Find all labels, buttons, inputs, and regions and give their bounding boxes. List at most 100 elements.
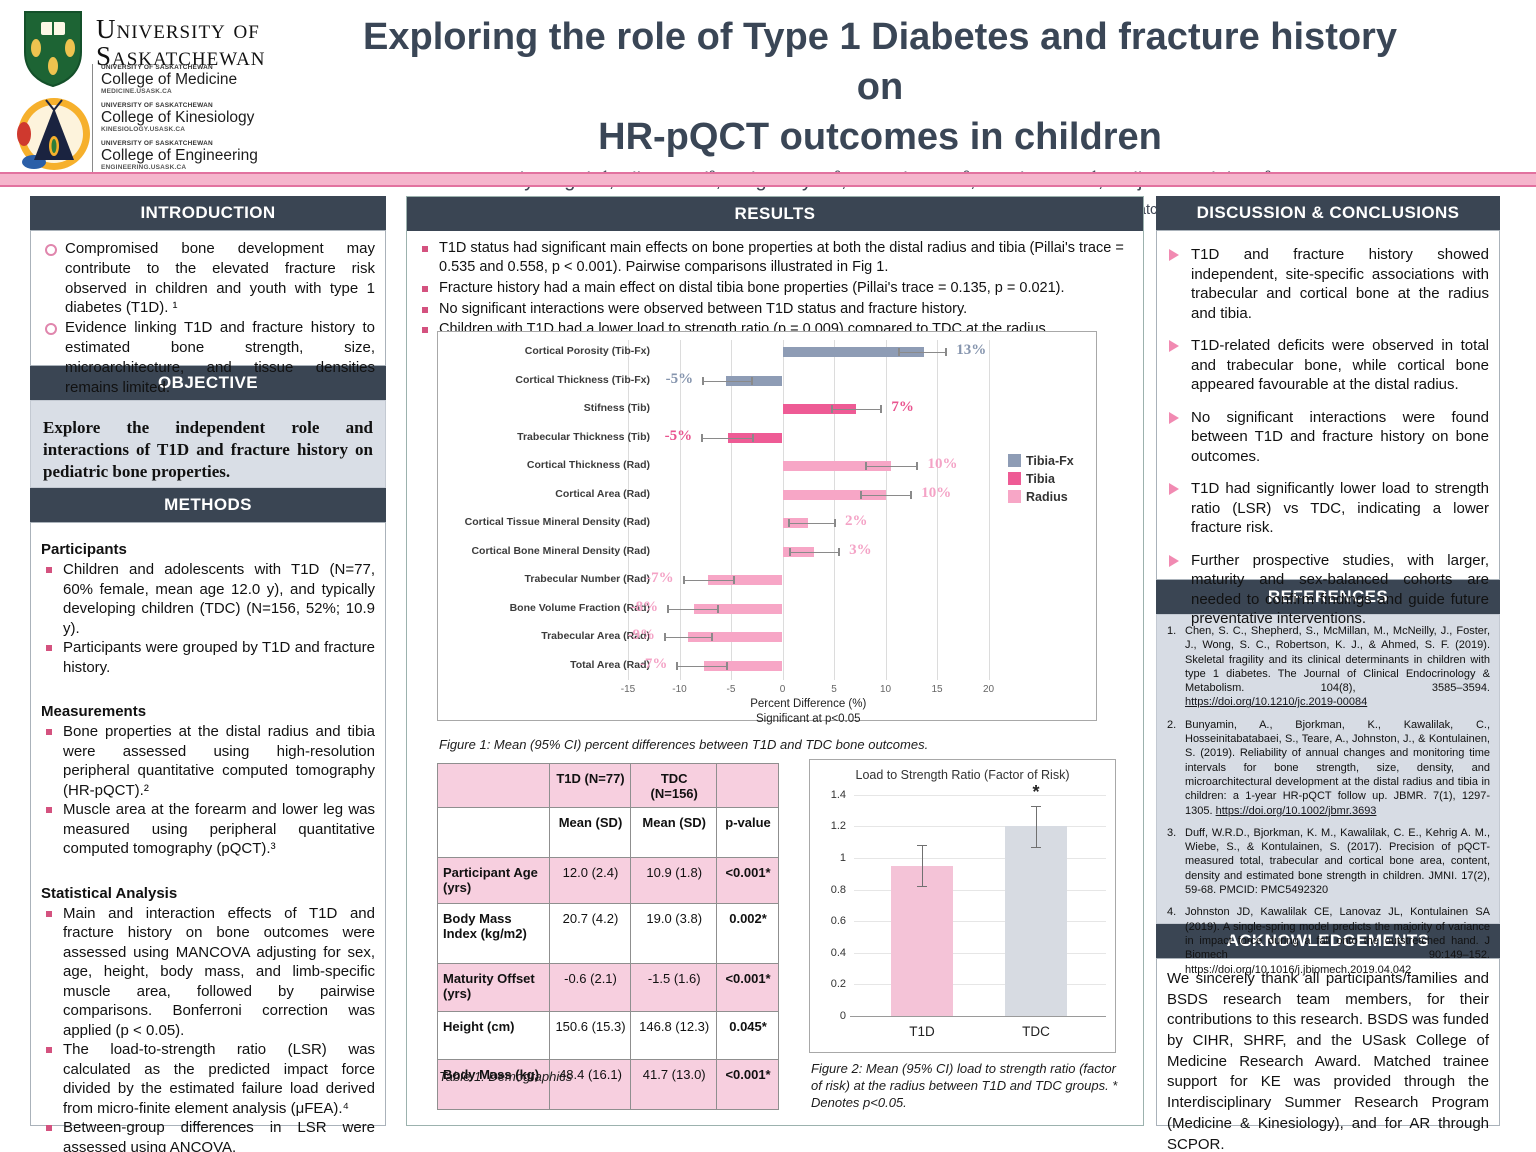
- fig2-y-tick-label: 0.6: [830, 915, 846, 928]
- fig1-error-cap: [897, 348, 900, 356]
- fig1-error-cap: [859, 490, 862, 499]
- wordmark-line2: Saskatchewan: [96, 41, 266, 71]
- fig1-bar: [782, 404, 856, 414]
- table-subheader-row-cell: Mean (SD): [548, 807, 632, 858]
- discussion-bullet: T1D had significantly lower load to stre…: [1167, 479, 1489, 538]
- fig1-bar: [704, 660, 783, 671]
- table-row-cell: 12.0 (2.4): [548, 857, 632, 904]
- fig1-bar: [727, 432, 783, 443]
- fig2-error-bar: [1036, 805, 1037, 847]
- discussion-bullet: No significant interactions were found b…: [1167, 408, 1489, 467]
- fig1-gridline: [679, 340, 681, 680]
- fig1-legend-item: Radius: [1008, 490, 1068, 504]
- reference-text: Johnston JD, Kawalilak CE, Lanovaz JL, K…: [1185, 906, 1490, 976]
- fig2-y-tick-label: 0: [839, 1010, 846, 1022]
- fig1-value-label: -5%: [665, 370, 694, 387]
- introduction-bullet: Compromised bone development may contrib…: [41, 239, 375, 318]
- discussion-heading: DISCUSSION & CONCLUSIONS: [1156, 196, 1500, 230]
- table-header-row-cell: T1D (N=77): [548, 763, 632, 808]
- fig1-error-cap: [945, 348, 948, 356]
- fig2-error-cap: [917, 886, 927, 888]
- fig1-legend-swatch: [1008, 490, 1021, 503]
- results-heading: RESULTS: [407, 197, 1143, 231]
- figure2-caption: Figure 2: Mean (95% CI) load to strength…: [811, 1061, 1118, 1110]
- fig1-category-label: Cortical Area (Rad): [555, 487, 650, 500]
- fig2-y-tick-label: 1.4: [830, 788, 846, 801]
- fig2-gridline: [854, 858, 1106, 859]
- fig1-value-label: -7%: [646, 570, 674, 586]
- fig1-error-cap: [751, 433, 754, 442]
- fig1-error-cap: [787, 519, 790, 527]
- fig1-x-tick-label: 15: [931, 684, 943, 695]
- fig1-error-cap: [834, 519, 837, 527]
- results-bullet: No significant interactions were observe…: [417, 300, 1131, 319]
- fig1-bar: [782, 489, 886, 500]
- college-eyebrow: UNIVERSITY OF SASKATCHEWAN: [101, 64, 213, 71]
- fig1-error-cap: [750, 376, 753, 385]
- college-kinesiology: UNIVERSITY OF SASKATCHEWAN College of Ki…: [101, 102, 272, 133]
- college-url: ENGINEERING.USASK.CA: [101, 164, 187, 172]
- fig1-error-cap: [702, 376, 705, 385]
- results-bullets: T1D status had significant main effects …: [407, 231, 1143, 339]
- table-header-row-cell: [716, 763, 779, 808]
- college-eyebrow: UNIVERSITY OF SASKATCHEWAN: [101, 140, 213, 148]
- table-header-row-cell: TDC (N=156): [630, 763, 718, 808]
- fig1-value-label: -7%: [639, 655, 668, 672]
- fig1-gridline: [782, 340, 784, 680]
- table-row-cell: <0.001*: [716, 1059, 779, 1110]
- fig2-y-tick-label: 1: [839, 852, 846, 864]
- results-bullet: T1D status had significant main effects …: [417, 239, 1131, 277]
- introduction-bullet: Evidence linking T1D and fracture histor…: [41, 318, 375, 397]
- fig1-error-bar: [702, 380, 753, 382]
- discussion-bullet: Further prospective studies, with larger…: [1167, 551, 1489, 629]
- fig1-x-tick-label: -5: [726, 684, 736, 695]
- table-row-cell: Height (cm): [437, 1011, 550, 1060]
- fig2-bar-tdc: [1005, 826, 1067, 1016]
- indigenous-teepee-logo: [16, 96, 92, 172]
- college-name: College of Kinesiology: [101, 109, 255, 127]
- header-divider-band: [0, 172, 1536, 187]
- fig2-y-tick-label: 0.4: [830, 946, 846, 959]
- methods-bullet: The load-to-strength ratio (LSR) was cal…: [41, 1040, 375, 1118]
- table-row-cell: 20.7 (4.2): [548, 903, 632, 964]
- title-block: Exploring the role of Type 1 Diabetes an…: [340, 12, 1420, 218]
- fig1-error-cap: [676, 661, 679, 670]
- fig1-legend-item: Tibia: [1008, 472, 1055, 486]
- reference-item: Bunyamin, A., Bjorkman, K., Kawalilak, C…: [1165, 718, 1490, 818]
- table-row-cell: 0.002*: [716, 903, 779, 964]
- fig2-title: Load to Strength Ratio (Factor of Risk): [855, 768, 1070, 782]
- table-row: Body Mass (kg) 48.4 (16.1) 41.7 (13.0) <0.0…: [437, 1059, 779, 1110]
- fig1-bar: [782, 461, 891, 471]
- acknowledgements-body: We sincerely thank all participants/fami…: [1156, 958, 1500, 1152]
- fig2-error-cap: [917, 845, 927, 847]
- fig1-error-bar: [701, 437, 754, 439]
- fig1-error-cap: [788, 547, 791, 556]
- fig1-category-label: Trabecular Area (Rad): [541, 630, 650, 642]
- fig1-category-label: Cortical Porosity (Tib-Fx): [524, 345, 650, 357]
- fig2-error-bar: [922, 845, 923, 887]
- fig1-error-cap: [667, 604, 670, 613]
- table-row-cell: Maturity Offset (yrs): [437, 963, 550, 1012]
- fig1-error-bar: [664, 637, 714, 638]
- fig1-error-bar: [788, 551, 841, 553]
- reference-doi-link[interactable]: https://doi.org/10.1210/jc.2019-00084: [1185, 696, 1368, 709]
- table-row-cell: Body Mass (kg): [437, 1059, 550, 1110]
- fig1-error-cap: [682, 576, 685, 584]
- fig1-x-tick-label: 10: [879, 684, 892, 695]
- objective-body: Explore the independent role and interac…: [30, 400, 386, 488]
- discussion-bullet: T1D-related deficits were observed in to…: [1167, 336, 1489, 395]
- table-row: Maturity Offset (yrs) -0.6 (2.1) -1.5 (1.6…: [437, 963, 779, 1012]
- table-row-cell: -0.6 (2.1): [548, 963, 632, 1012]
- fig1-error-cap: [664, 633, 667, 641]
- methods-bullet: Main and interaction effects of T1D and …: [41, 904, 375, 1041]
- fig1-category-label: Cortical Thickness (Rad): [526, 459, 650, 471]
- table-row-cell: 10.9 (1.8): [630, 857, 718, 904]
- fig1-category-label: Total Area (Rad): [570, 658, 650, 671]
- references-heading: REFERENCES: [1156, 580, 1500, 614]
- fig1-bar: [687, 632, 783, 642]
- reference-doi-link[interactable]: https://doi.org/10.1002/jbmr.3693: [1215, 804, 1377, 817]
- usask-wordmark: University of Saskatchewan: [96, 16, 266, 70]
- fig2-baseline: [850, 1016, 1106, 1017]
- fig1-error-cap: [910, 490, 913, 499]
